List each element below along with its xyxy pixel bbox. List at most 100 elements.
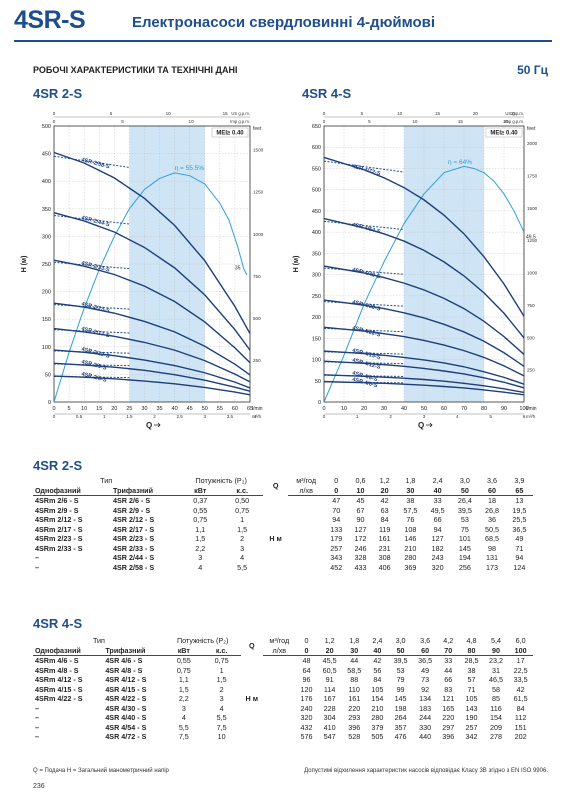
table-row: 4SRm 4/6 - S 4SR 4/6 - S 0,55 0,75 48 45,5 44 4… bbox=[33, 656, 533, 666]
header-m3h: м³/год bbox=[269, 636, 290, 645]
y-tick-label: 200 bbox=[42, 290, 51, 296]
pump-curve-3 bbox=[53, 327, 251, 383]
pump-curve-7 bbox=[53, 151, 251, 334]
usgpm-tick-label: 10 bbox=[397, 111, 403, 116]
head-value: 49,5 bbox=[430, 505, 445, 515]
power-hp: 7,5 bbox=[216, 722, 227, 732]
header-m3h-value: 3,6 bbox=[420, 636, 431, 645]
table2-title: 4SR 4-S bbox=[33, 616, 83, 631]
head-value: 190 bbox=[465, 713, 478, 722]
x-tick-label: 10 bbox=[341, 406, 347, 412]
head-value: 99 bbox=[396, 684, 405, 694]
head-value: 68,5 bbox=[485, 534, 500, 543]
head-value: 131 bbox=[486, 553, 499, 562]
table-row: – 4SR 4/54 - S 5,5 7,5 432 410 396 379 357 330 297… bbox=[33, 723, 533, 733]
pump-curve-0 bbox=[53, 375, 251, 396]
head-unit-label bbox=[241, 713, 264, 723]
head-value: 410 bbox=[323, 722, 336, 732]
power-kw: 3 bbox=[198, 553, 203, 562]
impgpm-unit-label: Imp g.p.m. bbox=[230, 119, 250, 124]
pump-curve-dashed bbox=[323, 301, 405, 307]
single-phase-model: 4SRm 4/22 - S bbox=[35, 694, 83, 703]
head-value: 84 bbox=[380, 515, 389, 524]
head-value: 33 bbox=[444, 656, 453, 665]
feet-tick-label: 1250 bbox=[527, 238, 538, 243]
y-tick-label: 600 bbox=[312, 145, 321, 151]
head-value: 71 bbox=[467, 684, 476, 694]
feet-tick-label: 1250 bbox=[253, 190, 264, 195]
power-kw: 0,55 bbox=[193, 505, 208, 515]
three-phase-model: 4SR 2/58 - S bbox=[112, 562, 155, 572]
usgpm-unit-label: US g.p.m. bbox=[231, 111, 250, 116]
table-row: 4SRm 2/6 - S 4SR 2/6 - S 0,37 0,50 47 45 42 38 3… bbox=[33, 496, 533, 506]
header-lmin: л/хв bbox=[263, 645, 296, 656]
head-value: 297 bbox=[442, 722, 455, 732]
header-lmin-value: 60 bbox=[412, 645, 438, 656]
head-value: 209 bbox=[490, 722, 503, 732]
head-value: 246 bbox=[354, 543, 367, 553]
head-value: 505 bbox=[371, 732, 384, 741]
head-value: 228 bbox=[323, 703, 336, 713]
three-phase-model: 4SR 2/44 - S bbox=[112, 553, 155, 562]
head-value: 110 bbox=[348, 684, 360, 694]
head-value: 433 bbox=[354, 562, 367, 572]
feet-tick-label: 1500 bbox=[527, 206, 538, 211]
head-value: 79 bbox=[396, 675, 405, 684]
spacer-cell bbox=[263, 723, 296, 733]
y-tick-label: 400 bbox=[312, 230, 321, 236]
curve-label: 4SR 4/54-S bbox=[351, 222, 381, 235]
power-kw: 5,5 bbox=[178, 722, 189, 732]
header-m3h-value: 3,9 bbox=[514, 476, 525, 485]
head-value: 57,5 bbox=[403, 505, 418, 515]
x-tick-label: 20 bbox=[111, 406, 117, 412]
three-phase-model: 4SR 4/72 - S bbox=[105, 732, 147, 741]
head-value: 369 bbox=[404, 562, 417, 572]
header-power: Потужність (P₂) bbox=[195, 476, 247, 485]
head-value: 44 bbox=[350, 656, 359, 665]
head-value: 396 bbox=[348, 722, 361, 732]
head-value: 45,5 bbox=[322, 656, 337, 665]
head-value: 58,5 bbox=[347, 665, 362, 675]
m3h-tick-label: 1 bbox=[356, 414, 359, 419]
pump-curve-0 bbox=[323, 380, 525, 396]
head-value: 85 bbox=[492, 694, 501, 703]
head-value: 60,5 bbox=[322, 665, 337, 675]
efficiency-end-label: 35 bbox=[235, 266, 241, 272]
curve-label: 4SR 2/9-S bbox=[81, 359, 108, 372]
x-tick-label: 40 bbox=[401, 406, 407, 412]
spacer-cell bbox=[263, 713, 296, 723]
power-hp: 4 bbox=[240, 553, 245, 562]
header-lmin-value: 10 bbox=[348, 485, 373, 496]
table-row: – 4SR 4/72 - S 7,5 10 576 547 528 505 476 440 396 3… bbox=[33, 732, 533, 742]
m3h-tick-label: 4 bbox=[456, 414, 459, 419]
header-q: Q bbox=[249, 641, 255, 650]
spacer-cell bbox=[288, 553, 324, 563]
head-value: 38 bbox=[406, 496, 415, 505]
impgpm-unit-label: Imp g.p.m. bbox=[504, 119, 524, 124]
header-m3h-value: 4,2 bbox=[443, 636, 454, 645]
pump-curve-dashed bbox=[53, 261, 130, 270]
m3h-tick-label: 0.5 bbox=[76, 414, 83, 419]
head-value: 161 bbox=[378, 534, 391, 543]
head-value: 90 bbox=[356, 515, 365, 524]
head-value: 23,2 bbox=[489, 656, 504, 665]
y-tick-label: 500 bbox=[312, 188, 321, 194]
head-value: 120 bbox=[300, 684, 313, 694]
head-value: 66 bbox=[433, 515, 442, 524]
header-kw: кВт bbox=[164, 645, 203, 656]
single-phase-model: 4SRm 4/8 - S bbox=[35, 665, 79, 675]
header-lmin-value: 65 bbox=[505, 485, 533, 496]
impgpm-tick-label: 10 bbox=[412, 119, 418, 124]
x-tick-label: 0 bbox=[322, 406, 325, 412]
power-hp: 4 bbox=[219, 703, 224, 713]
head-unit-label bbox=[263, 563, 288, 573]
table-row: 4SRm 4/15 - S 4SR 4/15 - S 1,5 2 120 114 110 10… bbox=[33, 685, 533, 695]
efficiency-curve bbox=[53, 172, 248, 403]
power-hp: 2 bbox=[240, 534, 245, 543]
power-hp: 3 bbox=[240, 543, 245, 553]
head-unit-label bbox=[263, 515, 288, 525]
pump-curve-5 bbox=[53, 259, 251, 364]
power-kw: 0,75 bbox=[176, 665, 191, 675]
